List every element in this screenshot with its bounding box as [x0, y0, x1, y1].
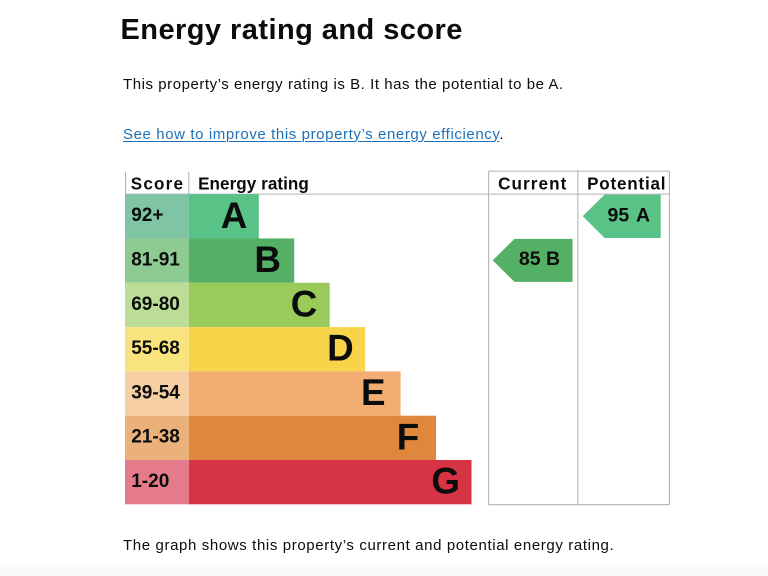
svg-text:A: A: [220, 194, 247, 235]
svg-text:Current: Current: [498, 174, 567, 193]
svg-text:E: E: [361, 372, 386, 413]
svg-text:A: A: [635, 204, 649, 226]
svg-text:Score: Score: [130, 174, 182, 193]
svg-text:Potential: Potential: [587, 174, 665, 193]
svg-text:1-20: 1-20: [131, 471, 169, 492]
svg-text:55-68: 55-68: [131, 338, 180, 359]
svg-text:B: B: [254, 239, 281, 280]
svg-text:39-54: 39-54: [131, 382, 180, 403]
svg-text:81-91: 81-91: [131, 249, 180, 270]
svg-text:C: C: [290, 283, 317, 324]
svg-text:92+: 92+: [131, 205, 163, 226]
svg-text:85: 85: [518, 248, 540, 270]
svg-text:95: 95: [607, 204, 629, 226]
svg-text:B: B: [546, 248, 560, 270]
svg-text:G: G: [431, 460, 460, 501]
svg-text:21-38: 21-38: [131, 426, 180, 447]
svg-text:Energy rating: Energy rating: [198, 174, 309, 193]
svg-text:D: D: [327, 327, 354, 368]
svg-text:69-80: 69-80: [131, 293, 180, 314]
svg-text:F: F: [396, 416, 418, 457]
